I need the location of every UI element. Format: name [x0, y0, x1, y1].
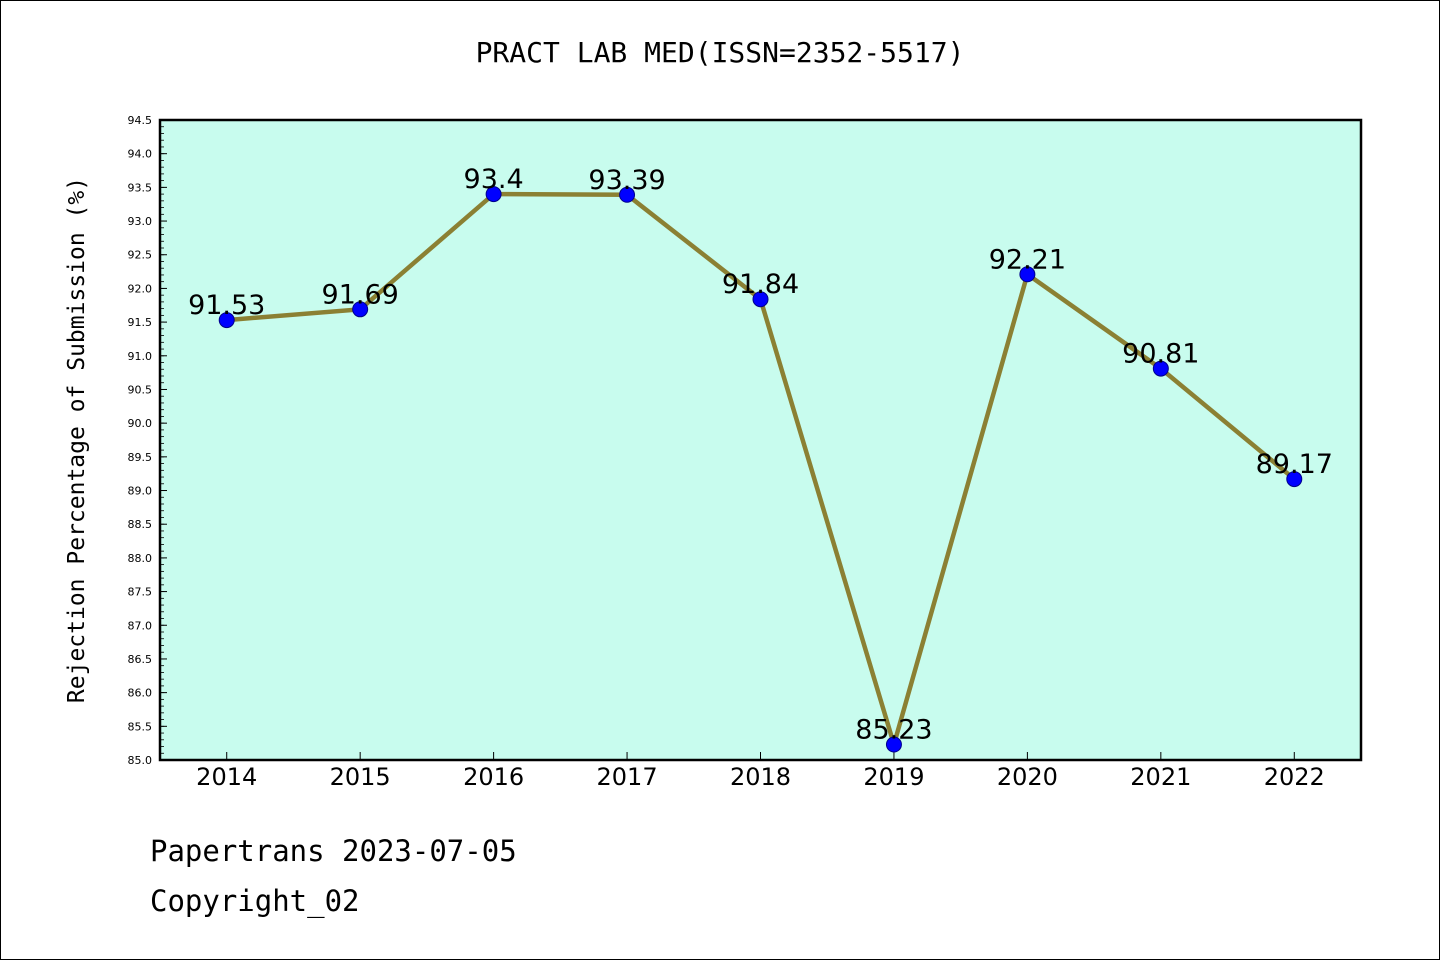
data-label: 91.84	[722, 269, 799, 300]
data-point	[485, 186, 502, 203]
y-tick-label: 92.5	[128, 249, 153, 262]
data-point	[1286, 471, 1303, 488]
y-tick-label: 93.5	[128, 181, 153, 194]
x-axis: 2014 2015 2016 2017 2018 2019 2020 2021 2022	[196, 752, 1325, 791]
x-tick-label: 2021	[1130, 763, 1191, 791]
y-tick-label: 90.5	[128, 383, 153, 396]
x-tick-label: 2016	[463, 763, 524, 791]
data-labels: 91.53 91.69 93.4 93.39 91.84 85.23 92.21 90.81 8…	[188, 164, 1333, 745]
y-tick-label: 90.0	[128, 417, 153, 430]
chart-title: PRACT LAB MED(ISSN=2352-5517)	[475, 36, 965, 69]
plot-border	[158, 118, 1363, 762]
data-point	[218, 312, 235, 329]
x-tick-label: 2020	[997, 763, 1058, 791]
data-label: 89.17	[1256, 449, 1333, 480]
footer-date: Papertrans 2023-07-05	[150, 834, 517, 868]
y-tick-label: 89.5	[128, 451, 153, 464]
data-point	[885, 736, 902, 753]
y-tick-label: 85.5	[128, 720, 153, 733]
data-label: 85.23	[855, 715, 932, 746]
x-tick-label: 2018	[730, 763, 791, 791]
series-markers	[218, 186, 1303, 753]
y-tick-label: 89.0	[128, 485, 153, 498]
data-label: 90.81	[1122, 339, 1199, 370]
footer-copyright: Copyright_02	[150, 884, 360, 918]
y-tick-label: 86.0	[128, 687, 153, 700]
y-tick-label: 91.5	[128, 316, 153, 329]
x-tick-label: 2015	[330, 763, 391, 791]
plot-area	[160, 120, 1361, 760]
y-tick-label: 86.5	[128, 653, 153, 666]
data-point	[1019, 266, 1036, 283]
x-tick-label: 2022	[1264, 763, 1325, 791]
y-tick-label: 94.5	[128, 114, 153, 127]
y-tick-label: 87.5	[128, 586, 153, 599]
data-point	[1152, 360, 1169, 377]
y-axis-label: Rejection Percentage of Submission (%)	[64, 177, 90, 703]
data-point	[619, 186, 636, 203]
y-tick-label: 91.0	[128, 350, 153, 363]
data-label: 93.4	[464, 164, 524, 195]
data-label: 91.69	[322, 279, 399, 310]
data-point	[752, 291, 769, 308]
y-tick-label: 93.0	[128, 215, 153, 228]
y-tick-label: 92.0	[128, 282, 153, 295]
data-label: 92.21	[989, 244, 1066, 275]
x-tick-label: 2019	[863, 763, 924, 791]
y-tick-label: 87.0	[128, 619, 153, 632]
x-tick-label: 2014	[196, 763, 257, 791]
y-tick-label: 94.0	[128, 148, 153, 161]
y-tick-label: 85.0	[128, 754, 153, 767]
data-point	[352, 301, 369, 318]
data-label: 93.39	[588, 165, 665, 196]
y-tick-label: 88.0	[128, 552, 153, 565]
data-label: 91.53	[188, 290, 265, 321]
x-tick-label: 2017	[597, 763, 658, 791]
y-tick-label: 88.5	[128, 518, 153, 531]
